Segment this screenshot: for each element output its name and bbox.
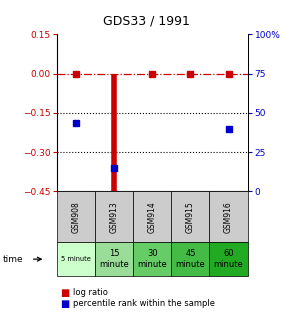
Text: log ratio: log ratio: [73, 288, 108, 297]
Text: GSM913: GSM913: [110, 201, 119, 232]
Text: GSM916: GSM916: [224, 201, 233, 232]
FancyArrowPatch shape: [33, 257, 41, 261]
Text: ■: ■: [60, 288, 69, 298]
Text: 45
minute: 45 minute: [176, 250, 205, 269]
Text: 15
minute: 15 minute: [99, 250, 129, 269]
Text: ■: ■: [60, 299, 69, 309]
Text: GDS33 / 1991: GDS33 / 1991: [103, 15, 190, 28]
Text: 5 minute: 5 minute: [61, 256, 91, 262]
Text: 30
minute: 30 minute: [137, 250, 167, 269]
Text: GSM914: GSM914: [148, 201, 157, 232]
Text: GSM915: GSM915: [186, 201, 195, 232]
Text: GSM908: GSM908: [72, 201, 81, 232]
Text: percentile rank within the sample: percentile rank within the sample: [73, 299, 215, 308]
Text: 60
minute: 60 minute: [214, 250, 243, 269]
Text: time: time: [3, 255, 23, 264]
